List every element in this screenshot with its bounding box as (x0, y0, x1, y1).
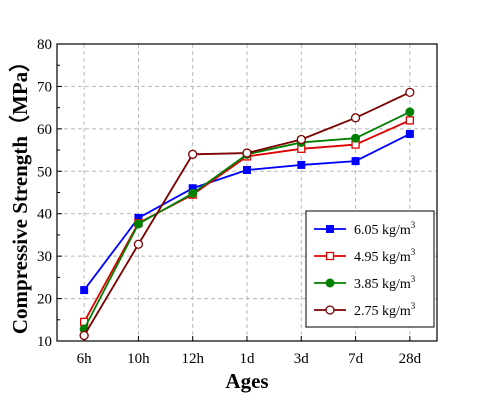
x-axis-label: Ages (225, 369, 268, 393)
legend-item: 4.95 kg/m3 (314, 247, 416, 265)
legend-swatch-marker (325, 251, 335, 261)
legend-swatch-marker (325, 305, 335, 315)
data-point (133, 219, 143, 229)
data-point (350, 113, 361, 123)
x-tick-label: 3d (294, 351, 310, 367)
data-point (296, 134, 306, 145)
y-tick-label: 80 (37, 37, 52, 53)
y-axis-label: Compressive Strength（MPa） (8, 51, 32, 334)
data-point (242, 148, 252, 158)
legend-item: 2.75 kg/m3 (314, 301, 416, 319)
x-tick-label: 28d (399, 351, 422, 367)
legend-label-superscript: 3 (411, 274, 416, 284)
axis-layer: 10 20 30 40 50 60 70 80 6h 10h 12h 1d 3d 7d 28d (37, 37, 422, 367)
data-point (188, 188, 198, 198)
legend-swatch-marker (325, 278, 335, 288)
data-point (405, 87, 415, 98)
y-tick-label: 60 (37, 122, 52, 138)
legend-label: 6.05 kg/m3 (354, 220, 416, 238)
y-tick-label: 30 (37, 249, 52, 265)
data-point (79, 330, 89, 341)
y-tick-label: 10 (37, 334, 52, 350)
legend-label-superscript: 3 (411, 247, 416, 257)
data-point (405, 116, 415, 125)
y-tick-label: 20 (37, 292, 52, 308)
legend: 6.05 kg/m3 4.95 kg/m3 3.85 kg/m3 2.75 kg/m3 (305, 210, 435, 328)
legend-label-superscript: 3 (411, 220, 416, 230)
series-layer (79, 87, 415, 341)
legend-item: 3.85 kg/m3 (314, 274, 416, 292)
series-1 (80, 129, 414, 295)
legend-label: 2.75 kg/m3 (354, 301, 416, 319)
x-tick-label: 12h (181, 351, 204, 367)
legend-label-superscript: 3 (411, 301, 416, 311)
series-4 (79, 87, 415, 341)
legend-swatch-marker (326, 225, 334, 233)
legend-label: 3.85 kg/m3 (354, 274, 416, 292)
data-point (80, 286, 89, 295)
data-point (405, 129, 414, 138)
data-point (133, 239, 144, 249)
y-tick-label: 40 (37, 207, 52, 223)
data-point (297, 160, 306, 169)
x-tick-label: 6h (77, 351, 93, 367)
y-tick-label: 50 (37, 164, 52, 180)
data-point (351, 133, 361, 143)
x-tick-label: 7d (348, 351, 364, 367)
x-tick-label: 10h (127, 351, 150, 367)
legend-item: 6.05 kg/m3 (314, 220, 416, 238)
data-point (405, 107, 415, 117)
x-tick-label: 1d (240, 351, 256, 367)
legend-label: 4.95 kg/m3 (354, 247, 416, 265)
y-tick-label: 70 (37, 79, 52, 95)
data-point (351, 157, 360, 166)
data-point (188, 149, 198, 159)
data-point (243, 166, 251, 175)
